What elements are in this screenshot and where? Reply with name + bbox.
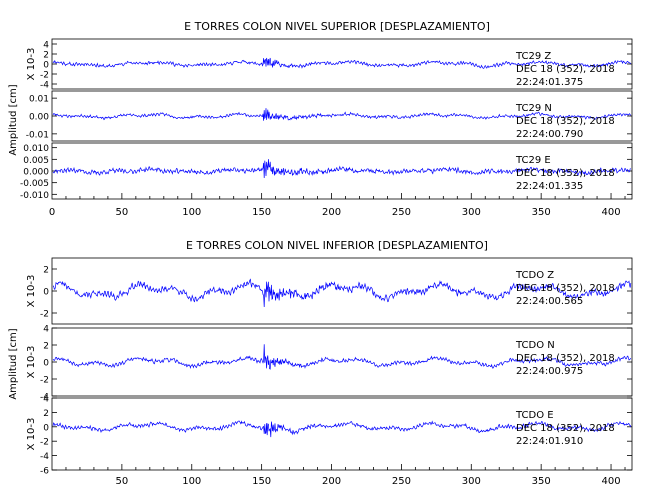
trace-tcdo-n: -4 -2 0 2 4 X 10-3 TCDO N DEC 18 (352), 2018 22:… — [26, 325, 633, 403]
y-tick-label: -2 — [40, 376, 49, 386]
time-label: 22:24:01.375 — [516, 77, 583, 88]
date-label: DEC 18 (352), 2018 — [516, 423, 615, 434]
station-label: TC29 E — [515, 155, 551, 166]
time-label: 22:24:01.910 — [516, 436, 583, 447]
y-tick-label: -2 — [40, 310, 49, 320]
date-label: DEC 18 (352), 2018 — [516, 283, 615, 294]
y-tick-label: -0.01 — [26, 130, 49, 140]
x-tick-label: 350 — [532, 476, 551, 487]
scale-label: X 10-3 — [26, 346, 37, 379]
x-tick-label: 350 — [532, 207, 551, 218]
y-tick-label: 4 — [43, 325, 49, 335]
x-tick-label: 50 — [116, 207, 129, 218]
x-tick-label: 400 — [601, 207, 620, 218]
y-tick-label: 0 — [43, 61, 49, 71]
x-tick-label: 300 — [462, 207, 481, 218]
date-label: DEC 18 (352), 2018 — [516, 353, 615, 364]
x-tick-label: 150 — [252, 476, 271, 487]
chart-title: E TORRES COLON NIVEL INFERIOR [DESPLAZAM… — [186, 239, 488, 252]
trace-tcdo-z: -2 0 2 X 10-3 TCDO Z DEC 18 (352), 2018 22:24:… — [26, 257, 633, 325]
waveform-line — [52, 278, 632, 308]
time-label: 22:24:01.335 — [516, 181, 583, 192]
station-label: TCDO E — [515, 410, 554, 421]
waveform-line — [52, 159, 631, 179]
station-label: TCDO N — [515, 340, 555, 351]
date-label: DEC 18 (352), 2018 — [516, 64, 615, 75]
station-label: TCDO Z — [515, 270, 554, 281]
scale-label: X 10-3 — [26, 275, 37, 308]
y-tick-label: 0.00 — [29, 113, 49, 123]
date-label: DEC 18 (352), 2018 — [516, 168, 615, 179]
y-tick-label: 0.005 — [23, 156, 49, 166]
date-label: DEC 18 (352), 2018 — [516, 116, 615, 127]
x-tick-label: 250 — [392, 476, 411, 487]
y-tick-label: -6 — [40, 467, 49, 477]
y-tick-label: 0 — [43, 359, 49, 369]
panel-superior: E TORRES COLON NIVEL SUPERIOR [DESPLAZAM… — [8, 20, 633, 218]
y-tick-label: 4 — [43, 395, 49, 405]
y-tick-label: 2 — [43, 51, 49, 61]
waveform-line — [52, 420, 632, 438]
time-label: 22:24:00.790 — [516, 129, 583, 140]
x-tick-label: 50 — [116, 476, 129, 487]
time-label: 22:24:00.975 — [516, 366, 583, 377]
y-tick-label: -4 — [40, 81, 49, 91]
waveform-line — [52, 108, 632, 121]
y-tick-label: -4 — [40, 452, 49, 462]
y-tick-label: -0.005 — [20, 179, 49, 189]
y-tick-label: -4 — [40, 393, 49, 403]
x-tick-label: 0 — [49, 207, 55, 218]
y-tick-label: 0 — [43, 288, 49, 298]
x-tick-label: 150 — [252, 207, 271, 218]
x-tick-label: 100 — [182, 476, 201, 487]
y-tick-label: -2 — [40, 71, 49, 81]
trace-tcdo-e: -6 -4 -2 0 2 4 X 10-3 TCDO E DEC 18 (352), 2018 2… — [26, 395, 633, 477]
x-tick-label: 200 — [322, 476, 341, 487]
scale-label: X 10-3 — [26, 48, 37, 81]
x-tick-label: 300 — [462, 476, 481, 487]
x-tick-label: 400 — [601, 476, 620, 487]
x-tick-label: 200 — [322, 207, 341, 218]
y-tick-label: -0.010 — [20, 191, 49, 201]
waveform-line — [52, 57, 631, 69]
y-tick-label: 2 — [43, 342, 49, 352]
trace-tc29-n: -0.01 0.00 0.01 TC29 N DEC 18 (352), 2018 22:… — [26, 90, 633, 142]
station-label: TC29 Z — [515, 51, 551, 62]
y-tick-label: -2 — [40, 438, 49, 448]
time-label: 22:24:00.565 — [516, 296, 583, 307]
x-tick-label: 250 — [392, 207, 411, 218]
y-tick-label: 0.010 — [23, 144, 49, 154]
waveform-line — [52, 344, 632, 370]
y-axis-label: Amplitud [cm] — [8, 84, 19, 155]
y-tick-label: 2 — [43, 409, 49, 419]
station-label: TC29 N — [515, 103, 552, 114]
y-tick-label: 0.01 — [29, 95, 49, 105]
y-tick-label: 0.000 — [23, 168, 49, 178]
panel-inferior: E TORRES COLON NIVEL INFERIOR [DESPLAZAM… — [8, 239, 633, 487]
scale-label: X 10-3 — [26, 418, 37, 451]
chart-title: E TORRES COLON NIVEL SUPERIOR [DESPLAZAM… — [184, 20, 490, 33]
y-tick-label: 4 — [43, 41, 49, 51]
y-tick-label: 2 — [43, 266, 49, 276]
trace-frame — [51, 397, 633, 471]
y-axis-label: Amplitud [cm] — [8, 328, 19, 399]
y-tick-label: 0 — [43, 423, 49, 433]
x-tick-label: 100 — [182, 207, 201, 218]
